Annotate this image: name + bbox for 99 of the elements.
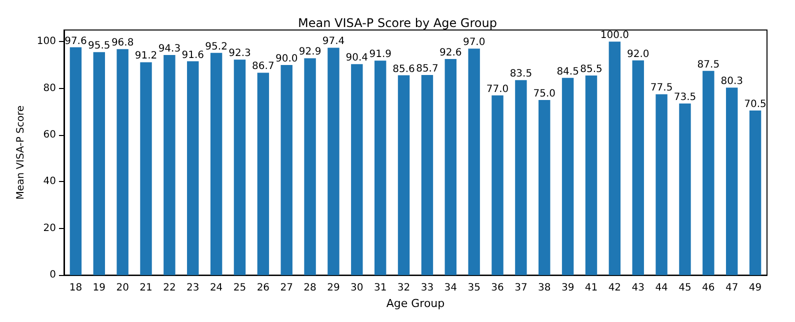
data-label: 87.5 [697,59,720,70]
data-label: 92.0 [626,48,650,60]
data-label: 80.3 [720,76,743,88]
x-tick-label: 24 [210,282,223,294]
x-tick-label: 30 [350,282,364,294]
data-label: 90.0 [275,54,298,65]
data-label: 97.6 [64,36,87,47]
data-label: 73.5 [674,92,696,104]
x-tick-label: 45 [678,282,692,294]
x-tick-label: 20 [116,282,129,294]
bar [234,60,246,276]
bar [210,52,222,276]
x-tick-label: 38 [538,282,551,294]
data-label: 90.4 [346,52,368,64]
x-tick-label: 37 [514,282,528,294]
bar [374,60,386,276]
x-tick-label: 19 [92,282,106,294]
bar [679,104,691,276]
bar [93,52,105,276]
data-label: 92.6 [440,47,462,58]
bar [70,47,82,276]
x-tick-label: 44 [655,282,668,294]
x-tick-label: 41 [584,282,598,294]
x-tick-label: 42 [608,282,622,294]
y-tick-label: 20 [43,222,56,234]
bar [116,49,128,276]
y-tick-label: 100 [36,36,56,48]
y-tick-label: 40 [43,176,56,188]
bar [538,100,550,276]
x-tick-label: 43 [632,282,644,294]
bar [562,78,574,276]
data-label: 94.3 [158,43,181,54]
data-label: 86.7 [252,61,274,72]
x-tick-label: 18 [69,282,82,294]
x-tick-label: 25 [233,282,246,294]
x-tick-label: 28 [304,282,316,294]
data-label: 83.5 [510,68,532,80]
data-label: 97.0 [462,37,486,48]
bar [328,48,340,276]
x-tick-label: 46 [702,282,715,294]
data-label: 77.5 [650,82,673,94]
y-tick-label: 0 [50,270,56,281]
x-tick-label: 31 [374,282,387,294]
x-tick-label: 36 [491,282,504,294]
x-tick-label: 26 [256,282,270,294]
bar [187,61,199,276]
y-tick-label: 80 [43,82,56,94]
data-label: 91.9 [369,49,392,60]
bar [515,80,527,276]
bar [140,62,152,276]
data-label: 97.4 [322,36,345,48]
x-tick-label: 49 [748,282,762,294]
bar [492,95,504,276]
x-tick-label: 32 [397,282,410,294]
chart-title: Mean VISA-P Score by Age Group [298,16,497,30]
bar [632,60,644,276]
x-tick-label: 22 [163,282,176,294]
bar [749,110,762,276]
data-label: 85.6 [392,64,415,75]
data-label: 70.5 [744,99,766,110]
data-label: 95.2 [205,41,228,52]
data-label: 91.2 [134,50,158,62]
x-tick-label: 34 [444,282,458,294]
x-tick-label: 23 [186,282,200,294]
bar [280,65,292,276]
data-label: 85.5 [580,64,602,76]
bar [656,94,668,276]
x-tick-label: 21 [140,282,152,294]
bar [164,54,176,276]
data-label: 91.6 [182,50,204,61]
data-label: 75.0 [533,88,556,100]
data-label: 96.8 [111,38,134,49]
data-label: 92.9 [298,46,322,58]
data-label: 95.5 [88,40,110,52]
bar [304,58,316,276]
bar [444,58,457,276]
x-tick-label: 35 [468,282,480,294]
bar [726,88,738,276]
data-label: 92.3 [228,48,251,60]
data-label: 77.0 [486,84,509,95]
x-tick-label: 27 [280,282,293,294]
bar [257,72,270,276]
bar [398,75,410,276]
data-label: 100.0 [600,30,629,42]
x-tick-label: 29 [327,282,340,294]
data-label: 84.5 [556,66,579,78]
bar [702,70,714,276]
x-tick-label: 33 [420,282,434,294]
bar [608,42,621,276]
x-tick-label: 47 [725,282,738,294]
x-axis-title: Age Group [386,297,445,310]
bar [351,64,363,276]
y-axis-title: Mean VISA-P Score [16,105,26,200]
x-tick-label: 39 [561,282,574,294]
y-tick-label: 60 [43,130,56,141]
bar [468,48,480,276]
bar [421,75,434,276]
bar [585,76,598,276]
data-label: 85.7 [416,64,438,75]
